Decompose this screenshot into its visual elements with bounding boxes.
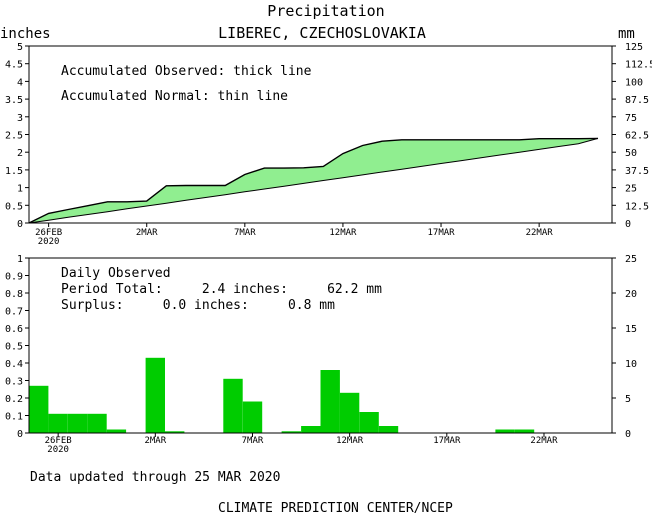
y-tick-label: 0.8 <box>5 289 23 300</box>
x-tick-label: 12MAR <box>329 228 357 238</box>
y-tick-label: 1.5 <box>5 166 23 177</box>
y-tick-label: 0.6 <box>5 324 23 335</box>
x-tick-label: 12MAR <box>336 436 364 446</box>
summary-note: Daily Observed <box>61 266 171 281</box>
y2-tick-label: 5 <box>625 394 631 405</box>
left-unit-label: inches <box>0 26 51 42</box>
daily-bar <box>378 426 399 433</box>
x-tick-label: 26FEB <box>35 228 62 238</box>
y-tick-label: 4.5 <box>5 60 23 71</box>
y2-tick-label: 87.5 <box>625 95 649 106</box>
daily-bar <box>106 429 127 433</box>
y-tick-label: 1 <box>17 184 23 195</box>
legend-note: Accumulated Normal: thin line <box>61 89 288 104</box>
y2-tick-label: 15 <box>625 324 637 335</box>
y2-tick-label: 50 <box>625 148 637 159</box>
right-unit-label: mm <box>618 26 635 42</box>
y2-tick-label: 37.5 <box>625 166 649 177</box>
y2-tick-label: 75 <box>625 113 637 124</box>
summary-note: Period Total: 2.4 inches: 62.2 mm <box>61 282 382 297</box>
y-tick-label: 2 <box>17 148 23 159</box>
y-tick-label: 0.2 <box>5 394 23 405</box>
daily-bar <box>87 413 107 434</box>
daily-bar <box>29 385 49 434</box>
y-tick-label: 4 <box>17 77 23 88</box>
observed-surplus-area <box>29 138 598 223</box>
daily-bar <box>48 413 68 434</box>
observed-accumulated-line <box>28 137 599 224</box>
y-tick-label: 1 <box>17 254 23 265</box>
x-tick-label: 7MAR <box>242 436 264 446</box>
daily-bar <box>301 426 321 433</box>
daily-bar <box>281 431 301 434</box>
x-tick-year-label: 2020 <box>47 445 69 455</box>
y2-tick-label: 25 <box>625 184 637 195</box>
daily-bar <box>320 370 340 433</box>
daily-bar <box>165 431 185 434</box>
daily-bar <box>514 429 535 433</box>
legend-note: Accumulated Observed: thick line <box>61 64 312 79</box>
x-tick-label: 17MAR <box>433 436 461 446</box>
x-tick-label: 22MAR <box>526 228 554 238</box>
y-tick-label: 5 <box>17 42 23 53</box>
x-tick-label: 2MAR <box>144 436 166 446</box>
y2-tick-label: 20 <box>625 289 637 300</box>
y-tick-label: 0.3 <box>5 377 23 388</box>
daily-panel: 00.10.20.30.40.50.60.70.80.9105101520252… <box>5 254 637 455</box>
y2-tick-label: 25 <box>625 254 637 265</box>
y-tick-label: 0.7 <box>5 307 23 318</box>
daily-bar <box>67 413 88 434</box>
normal-accumulated-line <box>28 137 599 224</box>
x-tick-label: 26FEB <box>45 436 72 446</box>
daily-bar <box>359 412 379 433</box>
summary-note: Surplus: 0.0 inches: 0.8 mm <box>61 298 335 313</box>
daily-bar <box>242 401 263 433</box>
accumulated-panel: 00.511.522.533.544.55012.52537.55062.575… <box>5 42 652 247</box>
y-tick-label: 0.9 <box>5 272 23 283</box>
y2-tick-label: 10 <box>625 359 637 370</box>
y-tick-label: 3 <box>17 113 23 124</box>
y-tick-label: 0.5 <box>5 201 23 212</box>
y2-tick-label: 0 <box>625 219 631 230</box>
y2-tick-label: 100 <box>625 77 643 88</box>
daily-bar <box>495 429 515 433</box>
x-tick-label: 2MAR <box>136 228 158 238</box>
y-tick-label: 2.5 <box>5 131 23 142</box>
daily-bar <box>339 392 360 434</box>
y2-tick-label: 62.5 <box>625 131 649 142</box>
y-tick-label: 0 <box>17 429 23 440</box>
x-tick-label: 7MAR <box>234 228 256 238</box>
daily-bar <box>145 357 165 434</box>
y2-tick-label: 12.5 <box>625 201 649 212</box>
x-tick-label: 17MAR <box>427 228 455 238</box>
credit-line: CLIMATE PREDICTION CENTER/NCEP <box>218 501 453 516</box>
y2-tick-label: 112.5 <box>625 60 652 71</box>
x-tick-label: 22MAR <box>530 436 558 446</box>
y-tick-label: 0.4 <box>5 359 23 370</box>
y-tick-label: 0.1 <box>5 412 23 423</box>
chart-title: Precipitation <box>267 2 384 20</box>
y-tick-label: 0 <box>17 219 23 230</box>
y2-tick-label: 0 <box>625 429 631 440</box>
x-tick-year-label: 2020 <box>38 237 60 247</box>
chart-subtitle: LIBEREC, CZECHOSLOVAKIA <box>218 24 426 42</box>
y-tick-label: 3.5 <box>5 95 23 106</box>
y2-tick-label: 125 <box>625 42 643 53</box>
y-tick-label: 0.5 <box>5 342 23 353</box>
data-updated-note: Data updated through 25 MAR 2020 <box>30 470 280 485</box>
daily-bar <box>223 378 243 434</box>
